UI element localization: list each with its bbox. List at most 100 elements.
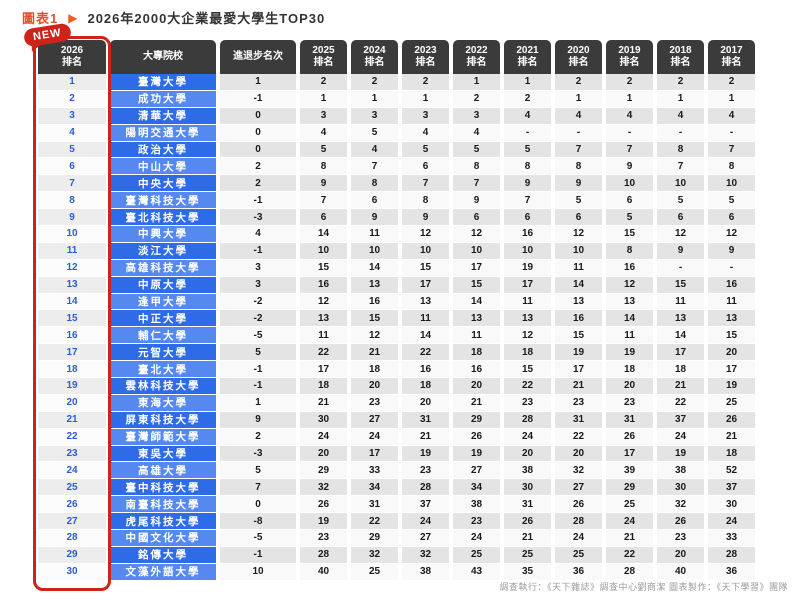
value-cell: 0 [220, 107, 296, 125]
value-cell: 4 [300, 124, 347, 142]
value-cell: 3 [220, 259, 296, 277]
school-cell: 中原大學 [110, 276, 216, 294]
value-cell: 21 [708, 428, 755, 446]
school-cell: 政治大學 [110, 141, 216, 159]
value-cell: 38 [657, 462, 704, 480]
rank-cell: 19 [38, 378, 106, 395]
column-header: 2026 排名 [38, 40, 106, 74]
value-cell: 7 [351, 158, 398, 176]
value-cell: 27 [402, 530, 449, 547]
value-cell: 3 [351, 107, 398, 125]
value-cell: 21 [657, 378, 704, 395]
value-cell: 8 [555, 158, 602, 176]
value-cell: 7 [555, 141, 602, 159]
value-cell: 8 [300, 158, 347, 176]
value-cell: 3 [453, 107, 500, 125]
value-cell: 29 [453, 411, 500, 429]
value-cell: 23 [453, 513, 500, 531]
rank-cell: 2 [38, 90, 106, 108]
value-cell: -1 [220, 192, 296, 210]
value-cell: 18 [606, 361, 653, 379]
value-cell: 20 [555, 445, 602, 463]
value-cell: 1 [708, 90, 755, 108]
value-cell: 12 [402, 226, 449, 243]
value-cell: 36 [708, 563, 755, 581]
value-cell: 22 [606, 546, 653, 564]
value-cell: 2 [220, 158, 296, 176]
value-cell: 28 [402, 479, 449, 497]
rank-cell: 29 [38, 546, 106, 564]
rank-cell: 24 [38, 462, 106, 480]
value-cell: - [708, 124, 755, 142]
value-cell: 10 [504, 242, 551, 260]
value-cell: 12 [453, 226, 500, 243]
value-cell: 23 [351, 394, 398, 412]
value-cell: 34 [453, 479, 500, 497]
value-cell: 5 [504, 141, 551, 159]
value-cell: 14 [555, 276, 602, 294]
value-cell: 28 [300, 546, 347, 564]
value-cell: 37 [708, 479, 755, 497]
value-cell: 30 [708, 496, 755, 514]
rank-cell: 1 [38, 74, 106, 91]
value-cell: 15 [300, 259, 347, 277]
school-cell: 臺灣師範大學 [110, 428, 216, 446]
value-cell: 14 [351, 259, 398, 277]
value-cell: 8 [351, 175, 398, 193]
value-cell: 31 [351, 496, 398, 514]
rank-cell: 22 [38, 428, 106, 446]
value-cell: 52 [708, 462, 755, 480]
value-cell: 2 [555, 74, 602, 91]
value-cell: 13 [657, 310, 704, 328]
value-cell: 12 [351, 327, 398, 345]
value-cell: 19 [708, 378, 755, 395]
value-cell: 38 [402, 563, 449, 581]
value-cell: 32 [555, 462, 602, 480]
ranking-grid: 2026 排名 大專院校 進退步名次 2025 排名 2024 排名 2023 排名 2022 排名 2… [38, 40, 755, 581]
value-cell: 8 [402, 192, 449, 210]
value-cell: 6 [708, 209, 755, 227]
value-cell: 2 [504, 90, 551, 108]
value-cell: 43 [453, 563, 500, 581]
value-cell: 24 [402, 513, 449, 531]
value-cell: 17 [504, 276, 551, 294]
value-cell: 38 [453, 496, 500, 514]
value-cell: 16 [555, 310, 602, 328]
school-cell: 輔仁大學 [110, 327, 216, 345]
value-cell: 14 [657, 327, 704, 345]
value-cell: 5 [220, 344, 296, 362]
value-cell: 19 [504, 259, 551, 277]
value-cell: 36 [555, 563, 602, 581]
school-cell: 逢甲大學 [110, 293, 216, 311]
value-cell: 11 [300, 327, 347, 345]
value-cell: 17 [555, 361, 602, 379]
value-cell: 2 [220, 175, 296, 193]
school-cell: 雲林科技大學 [110, 378, 216, 395]
value-cell: 5 [300, 141, 347, 159]
value-cell: -3 [220, 209, 296, 227]
value-cell: 4 [402, 124, 449, 142]
title-bar: 圖表1 ▶ 2026年2000大企業最愛大學生TOP30 [22, 8, 325, 27]
value-cell: 15 [504, 361, 551, 379]
value-cell: 20 [504, 445, 551, 463]
rank-cell: 25 [38, 479, 106, 497]
value-cell: 33 [708, 530, 755, 547]
value-cell: 9 [300, 175, 347, 193]
value-cell: 28 [708, 546, 755, 564]
school-cell: 成功大學 [110, 90, 216, 108]
value-cell: 0 [220, 496, 296, 514]
value-cell: 16 [300, 276, 347, 294]
column-header: 2025 排名 [300, 40, 347, 74]
column-header: 2022 排名 [453, 40, 500, 74]
value-cell: 12 [504, 327, 551, 345]
value-cell: 6 [657, 209, 704, 227]
value-cell: 29 [351, 530, 398, 547]
rank-cell: 30 [38, 563, 106, 581]
value-cell: 23 [300, 530, 347, 547]
value-cell: 21 [504, 530, 551, 547]
value-cell: 7 [220, 479, 296, 497]
value-cell: 30 [300, 411, 347, 429]
value-cell: 14 [453, 293, 500, 311]
value-cell: 16 [606, 259, 653, 277]
value-cell: 29 [300, 462, 347, 480]
